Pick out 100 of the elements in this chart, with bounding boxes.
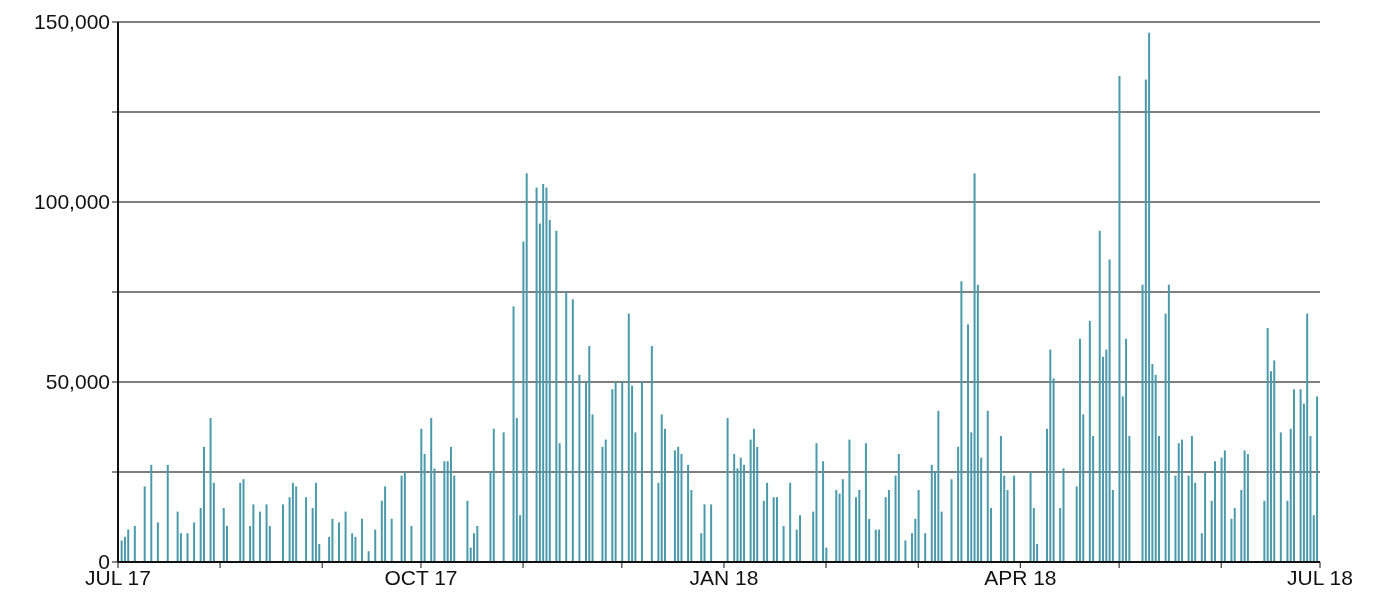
bar bbox=[252, 504, 255, 562]
bar bbox=[1108, 259, 1111, 562]
bar bbox=[703, 504, 706, 562]
x-tick-label: JAN 18 bbox=[689, 565, 759, 589]
bar bbox=[1223, 450, 1226, 562]
bar bbox=[305, 497, 308, 562]
bar bbox=[367, 551, 370, 562]
bar bbox=[344, 511, 347, 562]
bar bbox=[265, 504, 268, 562]
bar bbox=[815, 443, 818, 562]
bar bbox=[966, 324, 969, 562]
bar bbox=[812, 511, 815, 562]
bar bbox=[897, 454, 900, 562]
bar bbox=[950, 479, 953, 562]
bar bbox=[940, 511, 943, 562]
bar bbox=[242, 479, 245, 562]
bar bbox=[1062, 468, 1065, 562]
bar bbox=[973, 173, 976, 562]
bar bbox=[1118, 76, 1121, 562]
bar bbox=[588, 346, 591, 562]
y-tick-label: 150,000 bbox=[34, 10, 110, 34]
bar bbox=[627, 313, 630, 562]
bar bbox=[331, 518, 334, 562]
bar bbox=[822, 461, 825, 562]
bar bbox=[522, 241, 525, 562]
bar bbox=[314, 482, 317, 562]
bar bbox=[739, 457, 742, 562]
bar bbox=[752, 428, 755, 562]
bar bbox=[673, 450, 676, 562]
bar bbox=[410, 526, 413, 562]
x-tick-label: APR 18 bbox=[984, 565, 1057, 589]
bar bbox=[1006, 490, 1009, 562]
y-tick-label: 50,000 bbox=[45, 370, 110, 394]
bar bbox=[1213, 461, 1216, 562]
bar bbox=[874, 529, 877, 562]
bar bbox=[848, 439, 851, 562]
bar bbox=[1105, 349, 1108, 562]
bar bbox=[1049, 349, 1052, 562]
bar bbox=[120, 540, 123, 562]
bar bbox=[1148, 32, 1151, 562]
bar bbox=[887, 490, 890, 562]
bar bbox=[766, 482, 769, 562]
bar bbox=[186, 533, 189, 562]
bar bbox=[1167, 284, 1170, 562]
bar bbox=[176, 511, 179, 562]
bar bbox=[999, 436, 1002, 562]
bar bbox=[835, 490, 838, 562]
bar bbox=[384, 486, 387, 562]
bar bbox=[558, 443, 561, 562]
bar bbox=[1078, 338, 1081, 562]
bar bbox=[1125, 338, 1128, 562]
bar bbox=[258, 511, 261, 562]
bar bbox=[858, 490, 861, 562]
bar bbox=[1233, 508, 1236, 562]
bar bbox=[930, 464, 933, 562]
bar bbox=[423, 454, 426, 562]
bar bbox=[502, 432, 505, 562]
bar bbox=[841, 479, 844, 562]
bar bbox=[1246, 454, 1249, 562]
bar bbox=[548, 220, 551, 562]
bar bbox=[789, 482, 792, 562]
bar bbox=[772, 497, 775, 562]
bar bbox=[1240, 490, 1243, 562]
bar bbox=[166, 464, 169, 562]
bar bbox=[611, 389, 614, 562]
bar bbox=[1088, 320, 1091, 562]
bar bbox=[565, 292, 568, 562]
bar bbox=[578, 374, 581, 562]
bar bbox=[492, 428, 495, 562]
bar bbox=[1013, 475, 1016, 562]
bar bbox=[150, 464, 153, 562]
bar bbox=[390, 518, 393, 562]
bar bbox=[937, 410, 940, 562]
bar bbox=[571, 299, 574, 562]
bar bbox=[614, 382, 617, 562]
bar bbox=[733, 454, 736, 562]
bar bbox=[782, 526, 785, 562]
bar bbox=[986, 410, 989, 562]
x-tick-label: JUL 18 bbox=[1287, 565, 1353, 589]
y-tick-label: 100,000 bbox=[34, 190, 110, 214]
bar bbox=[864, 443, 867, 562]
bar bbox=[1029, 472, 1032, 562]
bar bbox=[489, 472, 492, 562]
bar bbox=[555, 230, 558, 562]
bar bbox=[924, 533, 927, 562]
bar bbox=[143, 486, 146, 562]
bar bbox=[525, 173, 528, 562]
bar bbox=[337, 522, 340, 562]
bar bbox=[904, 540, 907, 562]
bar bbox=[1263, 500, 1266, 562]
bar bbox=[403, 472, 406, 562]
bar bbox=[660, 414, 663, 562]
bar bbox=[1177, 443, 1180, 562]
bar bbox=[133, 526, 136, 562]
bar bbox=[1286, 500, 1289, 562]
bar bbox=[282, 504, 285, 562]
bar bbox=[1154, 374, 1157, 562]
bar bbox=[1279, 432, 1282, 562]
bar bbox=[640, 382, 643, 562]
bar bbox=[209, 418, 212, 562]
